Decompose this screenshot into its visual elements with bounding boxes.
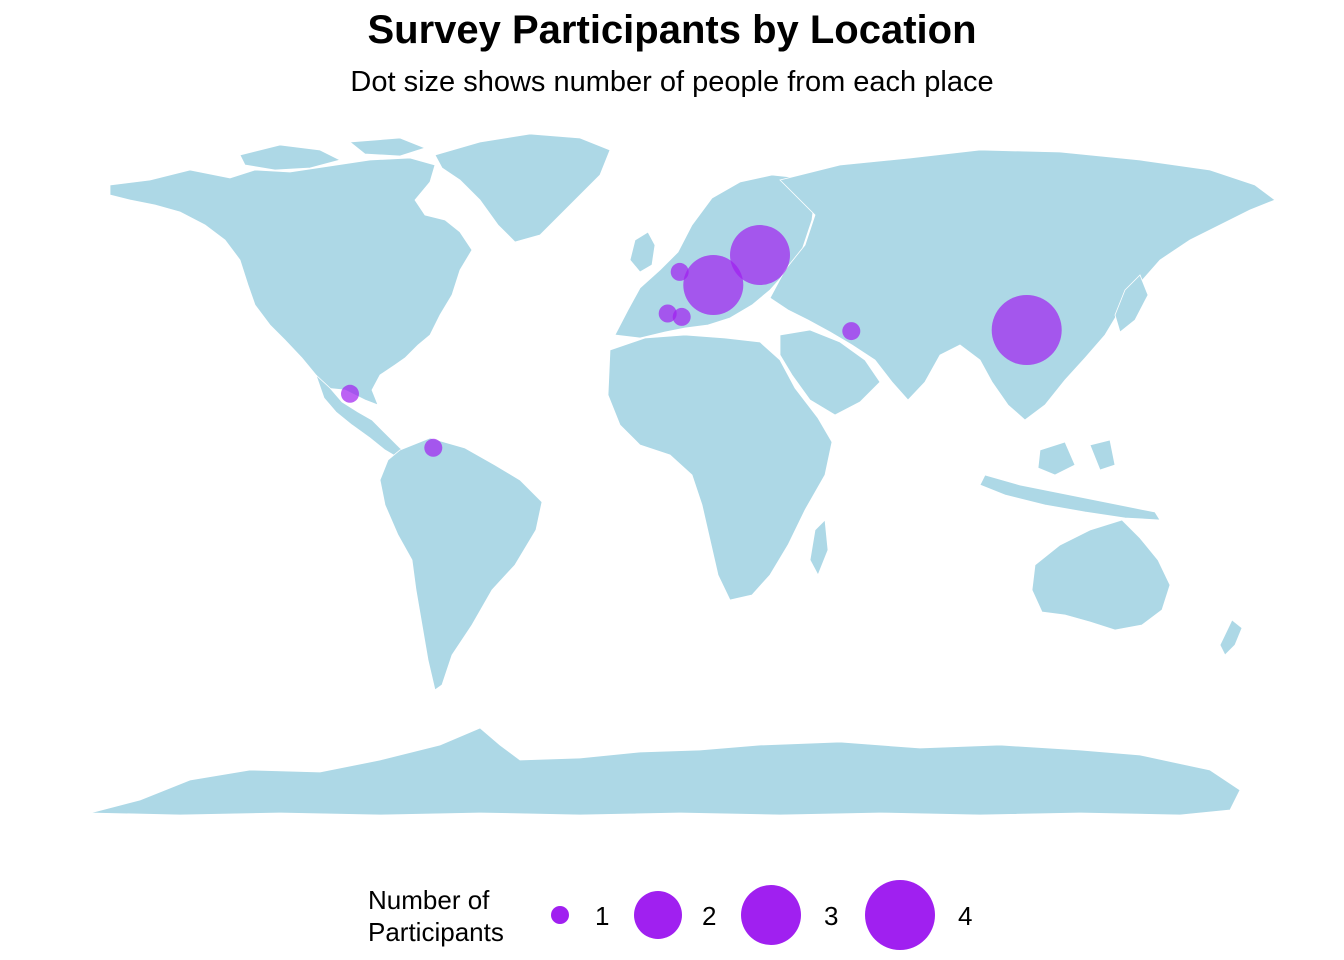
land-masses [89,133,1276,816]
participant-dot-8 [842,322,861,341]
legend-key-3 [741,885,801,945]
new-zealand-landmass [1219,619,1243,656]
participant-dot-5 [670,262,689,281]
legend-key-4 [865,880,935,950]
antarctica-landmass [89,727,1241,816]
legend-key-1 [551,906,569,924]
map-title: Survey Participants by Location [367,8,977,52]
size-legend: Number of Participants 1 2 3 4 [0,860,1344,960]
south-america-landmass [379,437,543,691]
madagascar-landmass [809,519,829,576]
british-isles-landmass [629,231,656,273]
north-america-landmass [109,157,473,406]
participant-dot-9 [991,295,1062,365]
participant-dot-1 [341,384,359,403]
legend-label-2: 2 [702,901,717,931]
legend-label-4: 4 [958,901,973,931]
asia-landmass [769,149,1276,421]
legend-label-3: 3 [824,901,839,931]
legend-label-1: 1 [595,901,610,931]
world-map [89,133,1276,816]
participant-dots [341,225,1062,457]
legend-title-line2: Participants [368,917,504,947]
legend-title-line1: Number of [368,885,490,915]
legend-key-2 [634,891,682,939]
participant-dot-7 [730,225,790,285]
legend-keys [551,880,935,950]
map-subtitle: Dot size shows number of people from eac… [350,66,994,98]
arabian-peninsula-landmass [779,329,881,416]
participant-dot-6 [683,255,744,315]
participant-dot-2 [424,438,443,457]
arctic-islands [239,137,427,171]
australia-landmass [1031,519,1171,631]
japan-landmass [1114,274,1149,333]
legend-title: Number of Participants [368,884,504,948]
southeast-asia-islands [979,439,1161,521]
africa-landmass [607,334,833,601]
greenland-landmass [434,133,611,243]
participant-dot-3 [658,304,677,323]
participant-dot-4 [672,307,691,326]
